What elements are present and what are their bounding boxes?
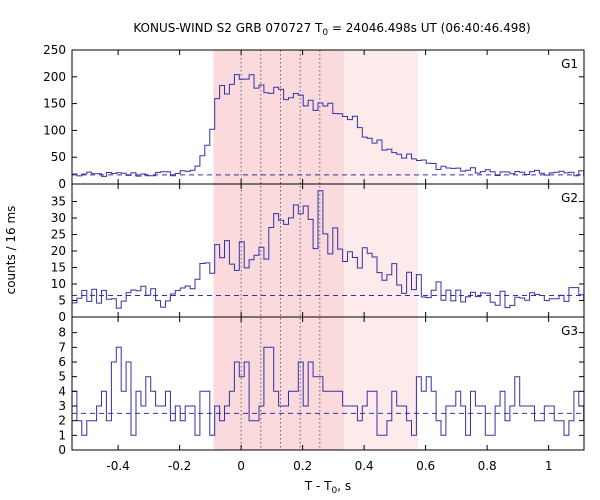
y-tick-label-G3-2: 2 [58, 414, 66, 428]
y-tick-label-G3-0: 0 [58, 443, 66, 457]
y-tick-label-G3-7: 7 [58, 340, 66, 354]
series-G1 [72, 74, 585, 177]
y-tick-label-G2-3: 15 [51, 261, 66, 275]
y-tick-label-G2-7: 35 [51, 195, 66, 209]
x-tick-label-1: -0.2 [168, 459, 191, 473]
x-tick-label-5: 0.6 [416, 459, 435, 473]
x-tick-label-0: -0.4 [106, 459, 129, 473]
y-axis-label: counts / 16 ms [4, 206, 18, 295]
x-tick-label-7: 1 [545, 459, 553, 473]
x-tick-label-3: 0.2 [293, 459, 312, 473]
y-tick-label-G2-4: 20 [51, 244, 66, 258]
y-tick-label-G1-1: 50 [51, 150, 66, 164]
axis-ticks [72, 49, 584, 451]
x-tick-label-6: 0.8 [478, 459, 497, 473]
shaded-interval-1 [344, 50, 418, 450]
y-tick-label-G2-0: 0 [58, 310, 66, 324]
y-tick-label-G2-5: 25 [51, 228, 66, 242]
y-tick-label-G2-1: 5 [58, 294, 66, 308]
panel-tag-G1: G1 [561, 57, 578, 71]
chart-title: KONUS-WIND S2 GRB 070727 T0 = 24046.498s… [133, 21, 530, 38]
shaded-interval-0 [213, 50, 345, 450]
x-tick-label-4: 0.4 [355, 459, 374, 473]
panel-tag-G3: G3 [561, 324, 578, 338]
background-levels [72, 174, 584, 414]
panel-tag-G2: G2 [561, 191, 578, 205]
dotted-time-markers [240, 50, 321, 450]
y-tick-label-G1-5: 250 [43, 43, 66, 57]
y-tick-label-G3-5: 5 [58, 370, 66, 384]
y-tick-label-G3-1: 1 [58, 428, 66, 442]
count-series [72, 74, 585, 436]
y-tick-label-G1-0: 0 [58, 177, 66, 191]
y-tick-label-G3-3: 3 [58, 399, 66, 413]
x-axis-label: T - T0, s [304, 479, 351, 496]
series-G2 [72, 190, 585, 309]
y-tick-label-G1-3: 150 [43, 97, 66, 111]
y-tick-label-G3-6: 6 [58, 355, 66, 369]
y-tick-label-G1-4: 200 [43, 70, 66, 84]
y-tick-label-G3-8: 8 [58, 326, 66, 340]
y-tick-label-G2-2: 10 [51, 277, 66, 291]
y-tick-label-G1-2: 100 [43, 123, 66, 137]
panel-frame-G3 [71, 316, 585, 451]
y-tick-label-G2-6: 30 [51, 211, 66, 225]
x-tick-label-2: 0 [237, 459, 245, 473]
series-G3 [72, 346, 585, 436]
y-tick-label-G3-4: 4 [58, 384, 66, 398]
